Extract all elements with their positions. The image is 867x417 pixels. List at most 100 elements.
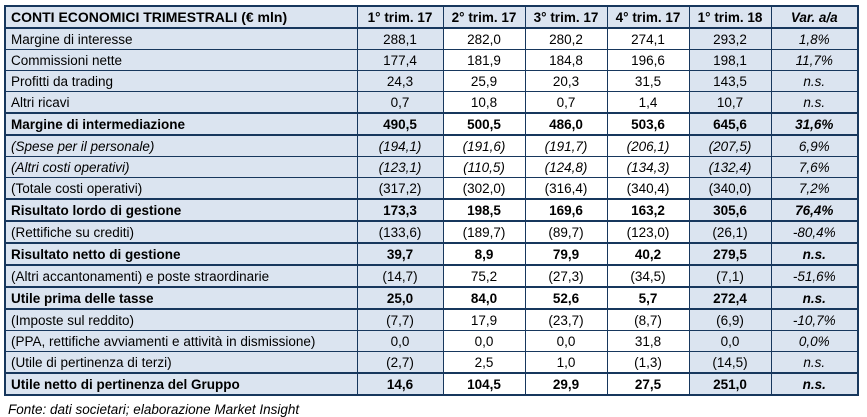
- cell: 305,6: [688, 198, 772, 222]
- cell: 184,8: [524, 49, 608, 71]
- cell: 279,5: [688, 242, 772, 266]
- row-label: (Altri accantonamenti) e poste straordin…: [4, 264, 358, 288]
- cell: 0,0: [688, 330, 772, 352]
- cell: 24,3: [356, 70, 444, 92]
- column-header-q3-17: 3° trim. 17: [524, 5, 608, 29]
- column-header-var: Var. a/a: [770, 5, 859, 29]
- cell-var: n.s.: [770, 286, 859, 310]
- cell: 8,9: [442, 242, 526, 266]
- cell: (134,3): [606, 156, 690, 178]
- cell: 274,1: [606, 27, 690, 50]
- table-row: (Altri costi operativi) (123,1) (110,5) …: [4, 156, 859, 178]
- cell: 272,4: [688, 286, 772, 310]
- cell: 490,5: [356, 112, 444, 136]
- column-header-q1-17: 1° trim. 17: [356, 5, 444, 29]
- cell-var: -10,7%: [770, 308, 859, 331]
- cell: 251,0: [688, 372, 772, 396]
- cell: (206,1): [606, 134, 690, 157]
- cell: 29,9: [524, 372, 608, 396]
- table-row-total: Utile prima delle tasse 25,0 84,0 52,6 5…: [4, 286, 859, 310]
- table-row: (Spese per il personale) (194,1) (191,6)…: [4, 134, 859, 157]
- cell: 75,2: [442, 264, 526, 288]
- financial-table: CONTI ECONOMICI TRIMESTRALI (€ mln) 1° t…: [4, 5, 859, 396]
- table-title: CONTI ECONOMICI TRIMESTRALI (€ mln): [4, 5, 358, 29]
- table-row-total: Utile netto di pertinenza del Gruppo 14,…: [4, 372, 859, 396]
- cell-var: n.s.: [770, 351, 859, 374]
- cell-var: 11,7%: [770, 49, 859, 71]
- cell: 177,4: [356, 49, 444, 71]
- cell: 143,5: [688, 70, 772, 92]
- cell: 104,5: [442, 372, 526, 396]
- cell: 10,8: [442, 91, 526, 114]
- cell: 0,0: [524, 330, 608, 352]
- column-header-q2-17: 2° trim. 17: [442, 5, 526, 29]
- cell-var: 6,9%: [770, 134, 859, 157]
- cell: (123,1): [356, 156, 444, 178]
- cell: 79,9: [524, 242, 608, 266]
- cell: (340,0): [688, 177, 772, 200]
- cell: 5,7: [606, 286, 690, 310]
- row-label: Altri ricavi: [4, 91, 358, 114]
- cell: (207,5): [688, 134, 772, 157]
- cell: 31,5: [606, 70, 690, 92]
- column-header-q4-17: 4° trim. 17: [606, 5, 690, 29]
- cell: 181,9: [442, 49, 526, 71]
- row-label: (Spese per il personale): [4, 134, 358, 157]
- table-row: (Rettifiche su crediti) (133,6) (189,7) …: [4, 220, 859, 244]
- cell: 198,1: [688, 49, 772, 71]
- cell: 1,4: [606, 91, 690, 114]
- table-row: (Altri accantonamenti) e poste straordin…: [4, 264, 859, 288]
- cell: 1,0: [524, 351, 608, 374]
- cell: (89,7): [524, 220, 608, 244]
- cell: (7,1): [688, 264, 772, 288]
- cell: 288,1: [356, 27, 444, 50]
- cell: 2,5: [442, 351, 526, 374]
- cell-var: 76,4%: [770, 198, 859, 222]
- cell-var: 1,8%: [770, 27, 859, 50]
- table-row: Margine di interesse 288,1 282,0 280,2 2…: [4, 27, 859, 50]
- cell-var: 31,6%: [770, 112, 859, 136]
- cell: 52,6: [524, 286, 608, 310]
- cell: 163,2: [606, 198, 690, 222]
- cell: 27,5: [606, 372, 690, 396]
- cell: (6,9): [688, 308, 772, 331]
- row-label: Utile netto di pertinenza del Gruppo: [4, 372, 358, 396]
- cell: 14,6: [356, 372, 444, 396]
- cell: (7,7): [356, 308, 444, 331]
- cell-var: 7,6%: [770, 156, 859, 178]
- cell: 282,0: [442, 27, 526, 50]
- cell: (132,4): [688, 156, 772, 178]
- cell: 39,7: [356, 242, 444, 266]
- cell-var: n.s.: [770, 372, 859, 396]
- table-row-total: Risultato netto di gestione 39,7 8,9 79,…: [4, 242, 859, 266]
- cell: 25,9: [442, 70, 526, 92]
- cell: 20,3: [524, 70, 608, 92]
- cell: (14,7): [356, 264, 444, 288]
- cell: (302,0): [442, 177, 526, 200]
- cell: (316,4): [524, 177, 608, 200]
- cell: 40,2: [606, 242, 690, 266]
- cell: 169,6: [524, 198, 608, 222]
- cell: (133,6): [356, 220, 444, 244]
- cell: 196,6: [606, 49, 690, 71]
- cell: (191,7): [524, 134, 608, 157]
- cell: 280,2: [524, 27, 608, 50]
- cell: 173,3: [356, 198, 444, 222]
- cell: (26,1): [688, 220, 772, 244]
- cell: 84,0: [442, 286, 526, 310]
- cell: (27,3): [524, 264, 608, 288]
- row-label: Commissioni nette: [4, 49, 358, 71]
- cell-var: n.s.: [770, 242, 859, 266]
- cell: (191,6): [442, 134, 526, 157]
- row-label: (Imposte sul reddito): [4, 308, 358, 331]
- cell: 0,7: [524, 91, 608, 114]
- cell: (110,5): [442, 156, 526, 178]
- row-label: (PPA, rettifiche avviamenti e attività i…: [4, 330, 358, 352]
- row-label: Utile prima delle tasse: [4, 286, 358, 310]
- cell-var: n.s.: [770, 91, 859, 114]
- cell: 0,0: [356, 330, 444, 352]
- table-row: (Totale costi operativi) (317,2) (302,0)…: [4, 177, 859, 200]
- cell: 293,2: [688, 27, 772, 50]
- table-row-total: Margine di intermediazione 490,5 500,5 4…: [4, 112, 859, 136]
